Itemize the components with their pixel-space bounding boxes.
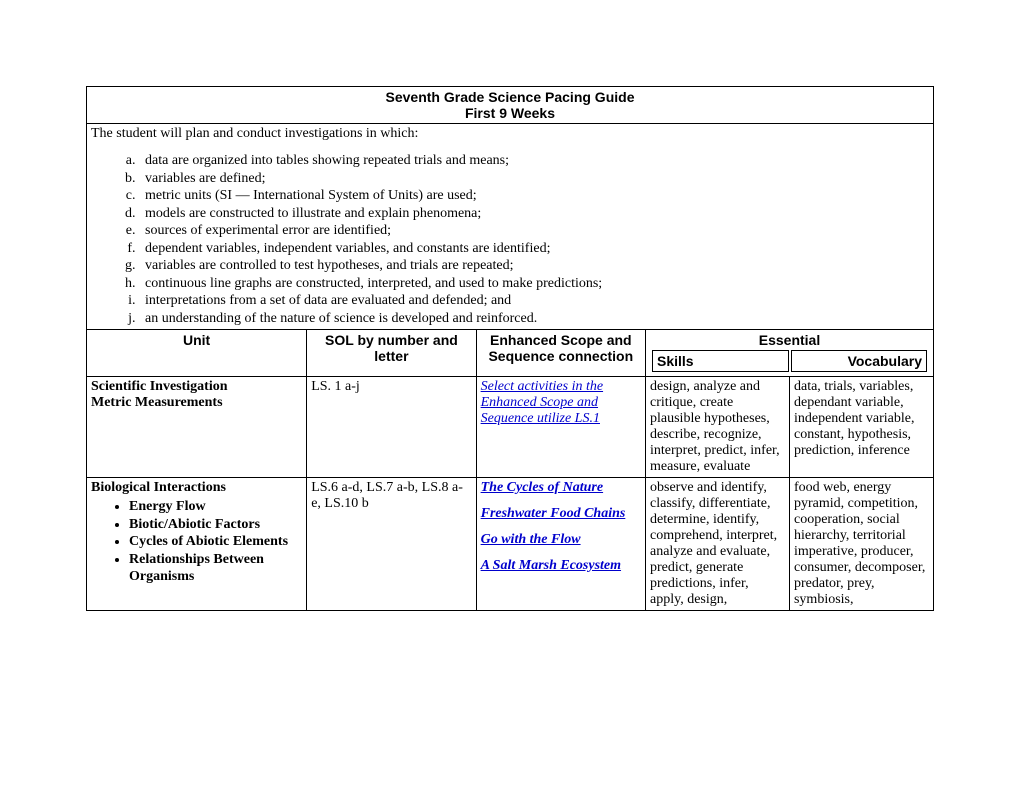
objective-item: variables are defined; <box>139 170 929 188</box>
header-scope: Enhanced Scope and Sequence connection <box>476 330 645 377</box>
objective-item: data are organized into tables showing r… <box>139 152 929 170</box>
objective-item: continuous line graphs are constructed, … <box>139 275 929 293</box>
unit-bullet: Energy Flow <box>129 498 302 516</box>
unit-cell: Scientific Investigation Metric Measurem… <box>87 377 307 478</box>
header-essential-label: Essential <box>650 332 929 348</box>
scope-link[interactable]: Go with the Flow <box>481 532 581 547</box>
table-row: Scientific Investigation Metric Measurem… <box>87 377 934 478</box>
sol-cell: LS. 1 a-j <box>307 377 476 478</box>
unit-bullet: Biotic/Abiotic Factors <box>129 516 302 534</box>
scope-cell: Select activities in the Enhanced Scope … <box>476 377 645 478</box>
header-essential: Essential Skills Vocabulary <box>646 330 934 377</box>
table-row: Biological Interactions Energy Flow Biot… <box>87 478 934 611</box>
skills-cell: observe and identify, classify, differen… <box>646 478 790 611</box>
vocab-cell: data, trials, variables, dependant varia… <box>789 377 933 478</box>
intro-row: The student will plan and conduct invest… <box>87 124 934 330</box>
column-header-row: Unit SOL by number and letter Enhanced S… <box>87 330 934 377</box>
objective-item: an understanding of the nature of scienc… <box>139 310 929 328</box>
header-unit: Unit <box>87 330 307 377</box>
unit-title: Scientific Investigation <box>91 379 228 394</box>
vocab-cell: food web, energy pyramid, competition, c… <box>789 478 933 611</box>
header-sol: SOL by number and letter <box>307 330 476 377</box>
objective-item: metric units (SI — International System … <box>139 187 929 205</box>
unit-title: Biological Interactions <box>91 480 226 495</box>
pacing-guide-table: Seventh Grade Science Pacing Guide First… <box>86 86 934 611</box>
sol-cell: LS.6 a-d, LS.7 a-b, LS.8 a-e, LS.10 b <box>307 478 476 611</box>
scope-link[interactable]: The Cycles of Nature <box>481 480 603 495</box>
objective-item: dependent variables, independent variabl… <box>139 240 929 258</box>
scope-link[interactable]: Freshwater Food Chains <box>481 506 626 521</box>
title-row: Seventh Grade Science Pacing Guide First… <box>87 87 934 124</box>
unit-bullet: Cycles of Abiotic Elements <box>129 533 302 551</box>
objective-item: variables are controlled to test hypothe… <box>139 257 929 275</box>
header-skills: Skills <box>652 350 789 372</box>
title-line2: First 9 Weeks <box>91 105 929 121</box>
scope-cell: The Cycles of Nature Freshwater Food Cha… <box>476 478 645 611</box>
unit-bullet: Relationships Between Organisms <box>129 551 302 586</box>
unit-cell: Biological Interactions Energy Flow Biot… <box>87 478 307 611</box>
title-line1: Seventh Grade Science Pacing Guide <box>91 89 929 105</box>
objectives-list: data are organized into tables showing r… <box>91 152 929 327</box>
unit-bullet-list: Energy Flow Biotic/Abiotic Factors Cycle… <box>91 498 302 586</box>
unit-subtitle: Metric Measurements <box>91 395 223 410</box>
header-vocab: Vocabulary <box>791 350 928 372</box>
essential-subheader: Skills Vocabulary <box>650 348 929 374</box>
objective-item: interpretations from a set of data are e… <box>139 292 929 310</box>
scope-link[interactable]: A Salt Marsh Ecosystem <box>481 558 621 573</box>
intro-text: The student will plan and conduct invest… <box>91 126 929 142</box>
objective-item: models are constructed to illustrate and… <box>139 205 929 223</box>
skills-cell: design, analyze and critique, create pla… <box>646 377 790 478</box>
scope-link[interactable]: Select activities in the Enhanced Scope … <box>481 379 603 426</box>
objective-item: sources of experimental error are identi… <box>139 222 929 240</box>
